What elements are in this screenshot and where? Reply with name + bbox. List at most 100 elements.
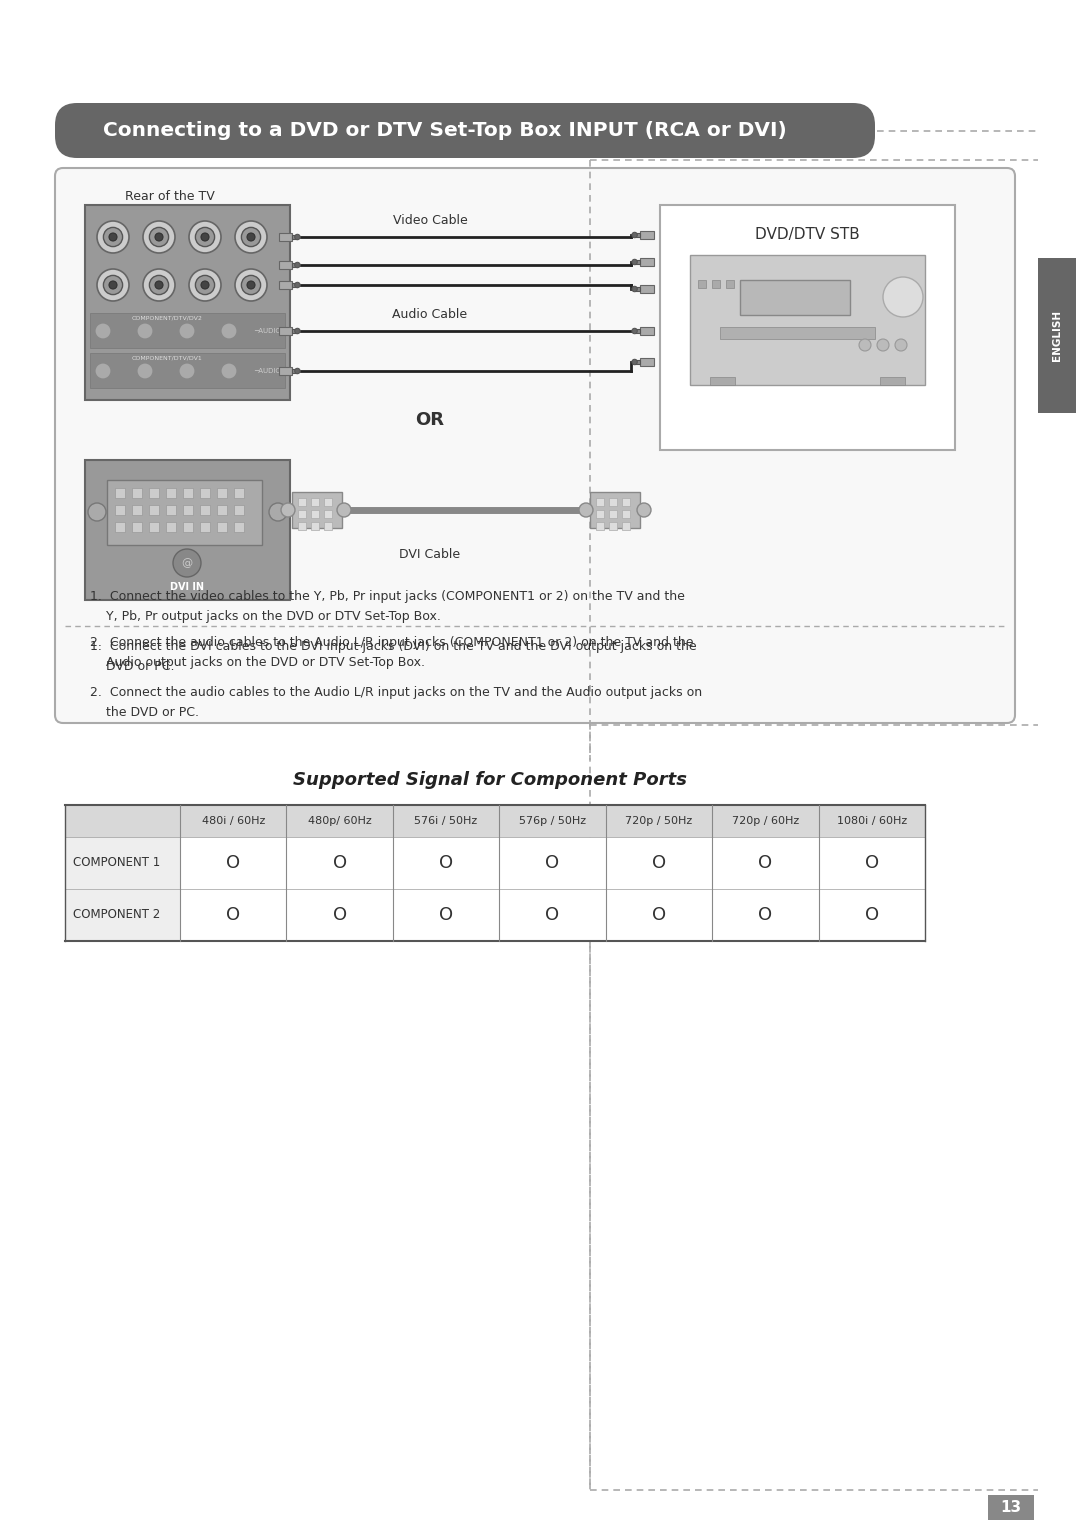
Bar [635,328,640,333]
Bar [609,522,617,530]
Text: COMPONENT/DTV/DV2: COMPONENT/DTV/DV2 [132,316,202,321]
Bar [234,489,244,498]
Bar [635,232,640,237]
Bar [712,889,819,941]
Bar [217,522,227,531]
Circle shape [883,276,923,318]
Bar [819,889,924,941]
Bar [596,498,604,505]
Bar [200,505,210,515]
Bar [988,1495,1034,1519]
Text: 720p / 50Hz: 720p / 50Hz [625,815,692,826]
Circle shape [143,221,175,253]
Circle shape [95,324,111,339]
Text: COMPONENT 1: COMPONENT 1 [73,857,160,869]
Text: Audio output jacks on the DVD or DTV Set-Top Box.: Audio output jacks on the DVD or DTV Set… [90,657,426,669]
Bar [606,837,712,889]
Bar [324,522,332,530]
Bar [292,492,342,528]
Bar [132,522,141,531]
Text: 1.  Connect the video cables to the Y, Pb, Pr input jacks (COMPONENT1 or 2) on t: 1. Connect the video cables to the Y, Pb… [90,589,685,603]
Bar [166,505,176,515]
Bar [279,281,292,289]
Circle shape [95,363,111,379]
Bar [690,255,924,385]
Bar [180,805,286,837]
Bar [499,837,606,889]
Bar [183,489,193,498]
Bar [292,282,297,287]
Bar [217,489,227,498]
Circle shape [195,228,215,246]
Text: Supported Signal for Component Ports: Supported Signal for Component Ports [293,771,687,789]
Circle shape [632,260,637,264]
Circle shape [87,502,106,521]
Circle shape [242,228,260,246]
Bar [660,205,955,450]
Text: DVD/DTV STB: DVD/DTV STB [755,228,860,243]
Bar [298,522,306,530]
Text: 576i / 50Hz: 576i / 50Hz [415,815,477,826]
Circle shape [189,221,221,253]
Circle shape [156,281,163,289]
Circle shape [247,281,255,289]
Circle shape [179,363,195,379]
Circle shape [179,324,195,339]
Circle shape [632,286,637,292]
Circle shape [189,269,221,301]
Bar [640,359,653,365]
Bar [90,353,285,388]
Bar [819,837,924,889]
Bar [720,327,875,339]
Circle shape [221,363,237,379]
Text: 576p / 50Hz: 576p / 50Hz [518,815,586,826]
Bar [279,234,292,241]
Circle shape [877,339,889,351]
Text: O: O [333,906,347,924]
Bar [324,510,332,518]
Text: 720p / 60Hz: 720p / 60Hz [732,815,799,826]
Bar [85,460,291,600]
Bar [286,889,393,941]
Bar [298,510,306,518]
Circle shape [281,502,295,518]
Bar [640,286,653,293]
Text: 2.  Connect the audio cables to the Audio L/R input jacks (COMPONENT1 or 2) on t: 2. Connect the audio cables to the Audio… [90,637,693,649]
Bar [311,510,319,518]
Bar [166,489,176,498]
Bar [712,837,819,889]
Bar [298,498,306,505]
Bar [200,489,210,498]
Circle shape [295,263,300,267]
Circle shape [632,359,637,365]
Bar [609,498,617,505]
Text: Rear of the TV: Rear of the TV [125,189,215,203]
Circle shape [104,275,123,295]
Bar [90,313,285,348]
Circle shape [632,328,637,334]
Text: Y, Pb, Pr output jacks on the DVD or DTV Set-Top Box.: Y, Pb, Pr output jacks on the DVD or DTV… [90,609,441,623]
Text: 1080i / 60Hz: 1080i / 60Hz [837,815,907,826]
Bar [85,205,291,400]
Bar [635,260,640,264]
Text: ─AUDIO─: ─AUDIO─ [255,328,285,334]
Circle shape [201,234,210,241]
Text: DVD or PC.: DVD or PC. [90,660,175,673]
Bar [609,510,617,518]
Bar [234,522,244,531]
Bar [1038,258,1076,412]
Circle shape [195,275,215,295]
FancyBboxPatch shape [55,102,875,157]
Text: @: @ [181,557,192,568]
Bar [311,498,319,505]
Bar [149,522,159,531]
Text: O: O [865,906,879,924]
Bar [622,522,630,530]
Bar [132,505,141,515]
Bar [65,837,180,889]
Text: O: O [652,854,666,872]
Bar [635,360,640,365]
Bar [393,805,499,837]
Bar [149,505,159,515]
Bar [65,805,180,837]
